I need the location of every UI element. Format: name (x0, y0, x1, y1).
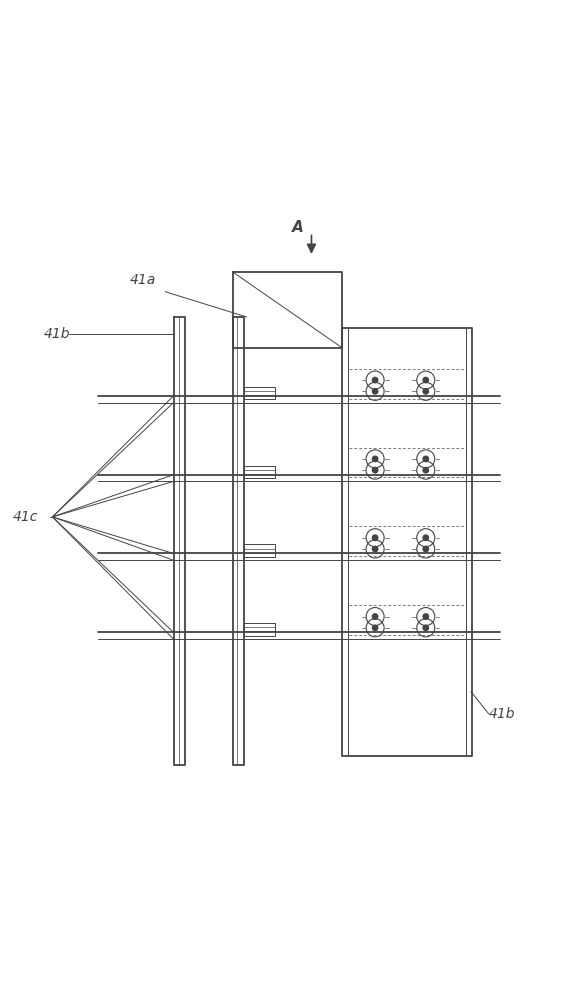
Circle shape (373, 546, 378, 552)
Circle shape (373, 377, 378, 383)
Circle shape (373, 625, 378, 631)
Text: 41b: 41b (44, 327, 71, 341)
Circle shape (373, 389, 378, 394)
Circle shape (373, 535, 378, 540)
Text: A: A (292, 220, 304, 235)
Circle shape (373, 456, 378, 462)
Circle shape (373, 467, 378, 473)
Circle shape (373, 614, 378, 619)
Circle shape (423, 625, 429, 631)
Text: 41b: 41b (489, 707, 516, 721)
Circle shape (423, 535, 429, 540)
Circle shape (423, 467, 429, 473)
Circle shape (423, 456, 429, 462)
Circle shape (423, 389, 429, 394)
Text: 41a: 41a (130, 273, 155, 287)
Circle shape (423, 377, 429, 383)
Circle shape (423, 614, 429, 619)
Text: 41c: 41c (13, 510, 38, 524)
Circle shape (423, 546, 429, 552)
